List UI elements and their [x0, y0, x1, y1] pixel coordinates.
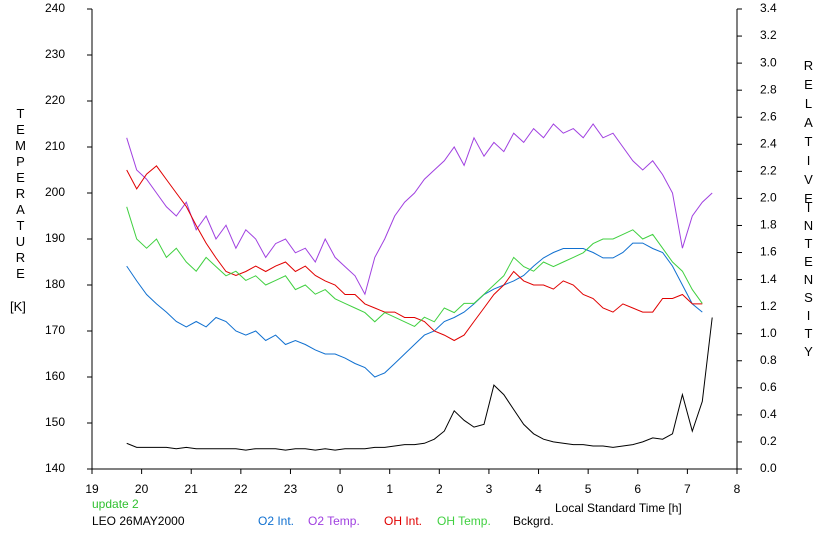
y2-tick-label: 3.2 — [760, 28, 777, 42]
x-tick-label: 3 — [486, 482, 493, 496]
x-tick-label: 23 — [284, 482, 298, 496]
y2-tick-label: 2.6 — [760, 109, 777, 123]
y-tick-label: 190 — [45, 231, 65, 245]
y2-tick-label: 1.6 — [760, 245, 777, 259]
x-tick-label: 21 — [185, 482, 199, 496]
y-tick-label: 160 — [45, 369, 65, 383]
y-tick-label: 150 — [45, 415, 65, 429]
x-tick-label: 19 — [85, 482, 99, 496]
x-tick-label: 1 — [386, 482, 393, 496]
x-tick-label: 7 — [684, 482, 691, 496]
series-line — [126, 317, 713, 451]
series-line — [126, 206, 703, 327]
x-tick-label: 4 — [535, 482, 542, 496]
legend-entry: OH Int. — [384, 514, 422, 528]
y2-tick-label: 0.6 — [760, 380, 777, 394]
series-line — [126, 242, 703, 378]
y-tick-label: 210 — [45, 139, 65, 153]
y2-tick-label: 3.0 — [760, 55, 777, 69]
series-line — [126, 165, 703, 342]
y-tick-label: 170 — [45, 323, 65, 337]
y-tick-label: 240 — [45, 1, 65, 15]
y2-tick-label: 2.4 — [760, 136, 777, 150]
y2-tick-label: 0.0 — [760, 461, 777, 475]
x-tick-label: 6 — [634, 482, 641, 496]
y2-tick-label: 1.0 — [760, 326, 777, 340]
y2-tick-label: 2.8 — [760, 82, 777, 96]
y2-tick-label: 0.4 — [760, 407, 777, 421]
y2-axis-label: RELATIVE — [801, 58, 816, 210]
y2-tick-label: 0.2 — [760, 434, 777, 448]
x-tick-label: 8 — [734, 482, 741, 496]
y-axis-label: TEMPERATURE — [13, 106, 28, 282]
x-tick-label: 5 — [585, 482, 592, 496]
y2-tick-label: 1.2 — [760, 299, 777, 313]
y-tick-label: 140 — [45, 461, 65, 475]
legend-entry: OH Temp. — [437, 514, 491, 528]
x-tick-label: 2 — [436, 482, 443, 496]
y2-tick-label: 3.4 — [760, 1, 777, 15]
legend-entry: O2 Int. — [258, 514, 294, 528]
legend-entry: Bckgrd. — [513, 514, 554, 528]
y2-tick-label: 2.0 — [760, 191, 777, 205]
y2-tick-label: 1.8 — [760, 218, 777, 232]
series-line — [126, 123, 713, 296]
y-tick-label: 220 — [45, 93, 65, 107]
x-tick-label: 20 — [135, 482, 149, 496]
y-axis-unit: [K] — [10, 299, 26, 314]
x-tick-label: 22 — [234, 482, 248, 496]
y2-tick-label: 0.8 — [760, 353, 777, 367]
note: LEO 26MAY2000 — [92, 514, 185, 528]
y-tick-label: 200 — [45, 185, 65, 199]
y-tick-label: 230 — [45, 47, 65, 61]
y2-tick-label: 2.2 — [760, 164, 777, 178]
note: update 2 — [92, 497, 139, 511]
legend-entry: O2 Temp. — [308, 514, 360, 528]
y2-axis-label: INTENSITY — [801, 200, 816, 362]
y2-tick-label: 1.4 — [760, 272, 777, 286]
y-tick-label: 180 — [45, 277, 65, 291]
x-axis-label: Local Standard Time [h] — [555, 501, 682, 515]
x-tick-label: 0 — [337, 482, 344, 496]
